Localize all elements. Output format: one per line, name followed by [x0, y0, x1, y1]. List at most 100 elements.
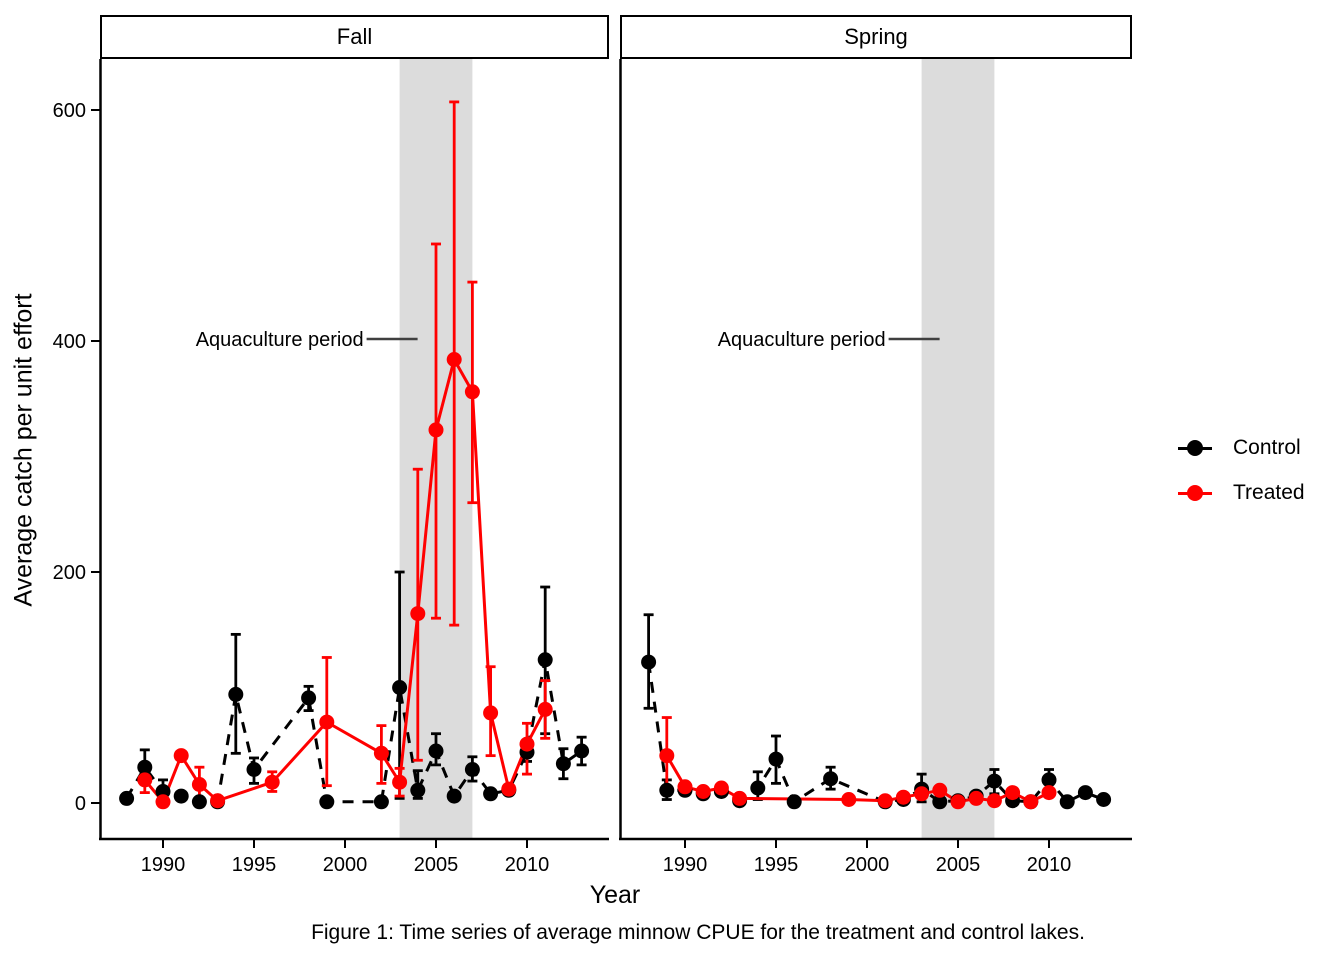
treated-point — [713, 780, 729, 796]
control-point — [786, 794, 802, 810]
legend-item-control: Control — [1178, 432, 1305, 464]
facet-strip-fall: Fall — [100, 15, 609, 59]
treated-point — [986, 793, 1002, 809]
facet-label-spring: Spring — [844, 24, 908, 49]
facet-label-fall: Fall — [336, 24, 373, 49]
y-tick-label: 200 — [53, 562, 86, 584]
control-key-icon — [1178, 439, 1212, 457]
control-point — [986, 773, 1002, 789]
treated-point — [914, 786, 930, 802]
y-tick-label: 400 — [53, 331, 86, 353]
control-point — [228, 686, 244, 702]
treated-point — [695, 784, 711, 799]
treated-point — [428, 422, 444, 438]
legend-label-treated: Treated — [1233, 481, 1305, 504]
control-point — [483, 786, 499, 802]
treated-key-icon — [1178, 484, 1212, 502]
treated-point — [264, 774, 280, 790]
treated-point — [373, 745, 389, 761]
figure-caption: Figure 1: Time series of average minnow … — [311, 921, 1085, 944]
control-point — [428, 743, 444, 759]
control-point — [537, 652, 553, 668]
treated-point — [537, 701, 553, 717]
treated-point — [841, 792, 857, 807]
y-tick-label: 600 — [53, 100, 86, 122]
treated-point — [1023, 794, 1039, 810]
treated-point — [968, 790, 984, 806]
treated-point — [950, 794, 966, 810]
treated-point — [173, 748, 189, 764]
control-point — [155, 784, 171, 799]
control-point — [173, 788, 189, 804]
treated-point — [1041, 785, 1057, 801]
control-point — [1096, 792, 1112, 807]
fall-panel: 1990 1995 2000 2005 2010 Aquaculture period — [99, 59, 609, 876]
legend-label-control: Control — [1233, 436, 1301, 459]
treated-point — [895, 789, 911, 805]
control-point — [119, 790, 135, 806]
treated-point — [319, 714, 335, 730]
control-point — [1041, 772, 1057, 788]
x-tick-label: 2010 — [1027, 854, 1072, 876]
control-point — [574, 743, 590, 759]
control-point — [555, 756, 571, 772]
x-tick-label: 2000 — [323, 854, 368, 876]
treated-point — [501, 781, 517, 797]
treated-key-dot — [1187, 484, 1203, 501]
control-point — [410, 782, 426, 798]
x-tick-label: 2010 — [505, 854, 550, 876]
control-point — [446, 788, 462, 804]
x-axis-title: Year — [589, 881, 641, 909]
control-point — [659, 782, 675, 798]
x-tick-label: 2000 — [845, 854, 890, 876]
treated-point — [877, 793, 893, 809]
treated-point — [677, 779, 693, 795]
control-point — [137, 759, 153, 775]
control-point — [464, 762, 480, 777]
control-point — [768, 751, 784, 767]
x-tick-label: 1995 — [754, 854, 799, 876]
control-point — [392, 680, 408, 695]
facet-strip-spring: Spring — [620, 15, 1132, 59]
aquaculture-period-label: Aquaculture period — [196, 329, 364, 351]
aquaculture-period-label: Aquaculture period — [718, 329, 886, 351]
y-tick-label: 0 — [75, 793, 86, 815]
x-tick-label: 2005 — [414, 854, 459, 876]
control-point — [301, 690, 317, 706]
treated-point — [155, 794, 171, 810]
treated-line — [143, 355, 547, 805]
treated-point — [1005, 785, 1021, 801]
spring-panel: 1990 1995 2000 2005 2010 Aquaculture period — [619, 59, 1132, 876]
legend: Control Treated — [1178, 432, 1305, 509]
control-point — [191, 794, 207, 810]
aquaculture-band — [921, 59, 995, 839]
control-point — [1059, 794, 1075, 810]
control-point — [246, 762, 262, 777]
x-tick-label: 1990 — [141, 854, 186, 876]
legend-item-treated: Treated — [1178, 477, 1305, 509]
treated-point — [519, 736, 535, 752]
treated-point — [483, 705, 499, 721]
x-tick-label: 2005 — [936, 854, 981, 876]
control-point — [1077, 785, 1093, 801]
control-point — [823, 771, 839, 787]
treated-point — [137, 772, 153, 788]
y-axis-title: Average catch per unit effort — [9, 293, 38, 607]
treated-point — [210, 793, 226, 809]
treated-point — [446, 352, 462, 367]
treated-point — [410, 606, 426, 622]
treated-point — [464, 384, 480, 400]
control-key-dot — [1187, 439, 1203, 456]
control-point — [932, 794, 948, 810]
control-point — [319, 794, 335, 810]
treated-point — [392, 774, 408, 790]
x-tick-label: 1990 — [663, 854, 708, 876]
treated-point — [732, 790, 748, 806]
treated-line — [665, 754, 1050, 804]
treated-point — [659, 748, 675, 764]
control-point — [373, 794, 389, 810]
control-point — [750, 780, 766, 796]
treated-point — [932, 782, 948, 798]
